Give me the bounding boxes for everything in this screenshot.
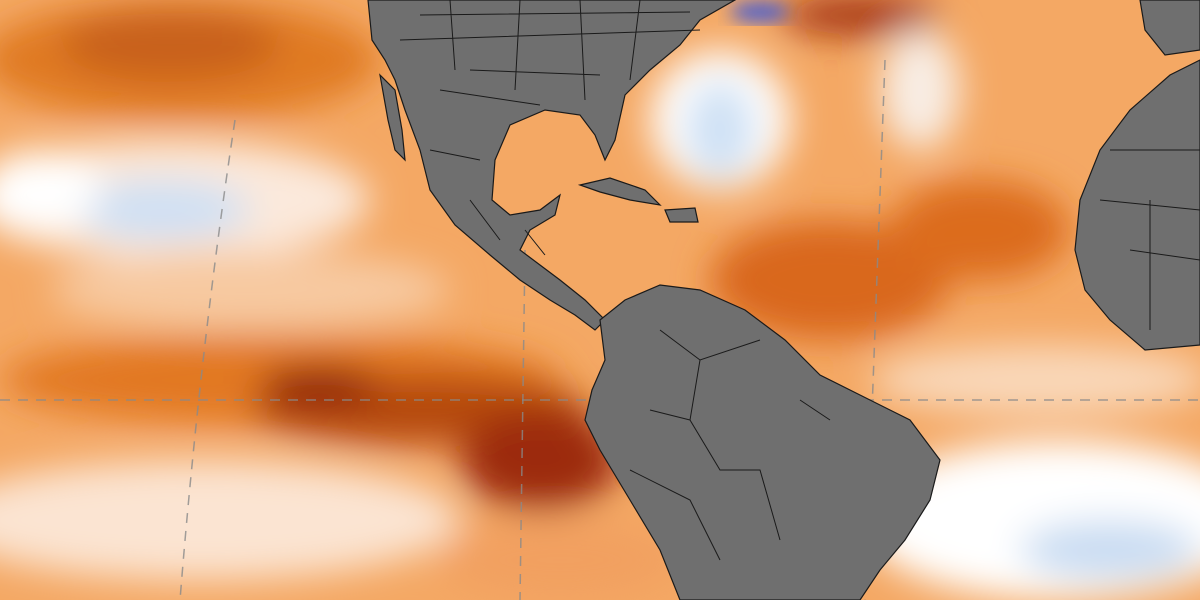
warm-patch bbox=[440, 520, 680, 600]
land bbox=[367, 0, 1200, 600]
hot-patch bbox=[260, 367, 380, 403]
cool-patch bbox=[1020, 520, 1200, 580]
cool-patch bbox=[685, 80, 755, 180]
warm-patch bbox=[710, 220, 950, 340]
europe bbox=[1139, 0, 1200, 56]
africa bbox=[1074, 59, 1200, 351]
neutral-patch bbox=[0, 150, 100, 230]
north-america bbox=[367, 0, 737, 331]
neutral-patch bbox=[880, 30, 960, 150]
hispaniola bbox=[664, 207, 699, 223]
baja-peninsula bbox=[379, 73, 406, 162]
neutral-patch bbox=[0, 460, 460, 580]
meridian-line bbox=[179, 119, 236, 600]
hot-patch bbox=[780, 0, 940, 35]
cuba bbox=[577, 177, 662, 206]
cool-patch bbox=[70, 180, 250, 240]
state-borders bbox=[399, 0, 831, 561]
meridian-line bbox=[519, 249, 526, 600]
warm-patch bbox=[890, 180, 1070, 280]
neutral-patch bbox=[870, 345, 1200, 415]
hot-patch bbox=[460, 410, 620, 510]
warm-patch bbox=[60, 10, 280, 80]
neutral-patch bbox=[50, 250, 450, 330]
africa-borders bbox=[1099, 149, 1200, 330]
cold-patch bbox=[730, 2, 790, 22]
south-america bbox=[584, 284, 941, 600]
